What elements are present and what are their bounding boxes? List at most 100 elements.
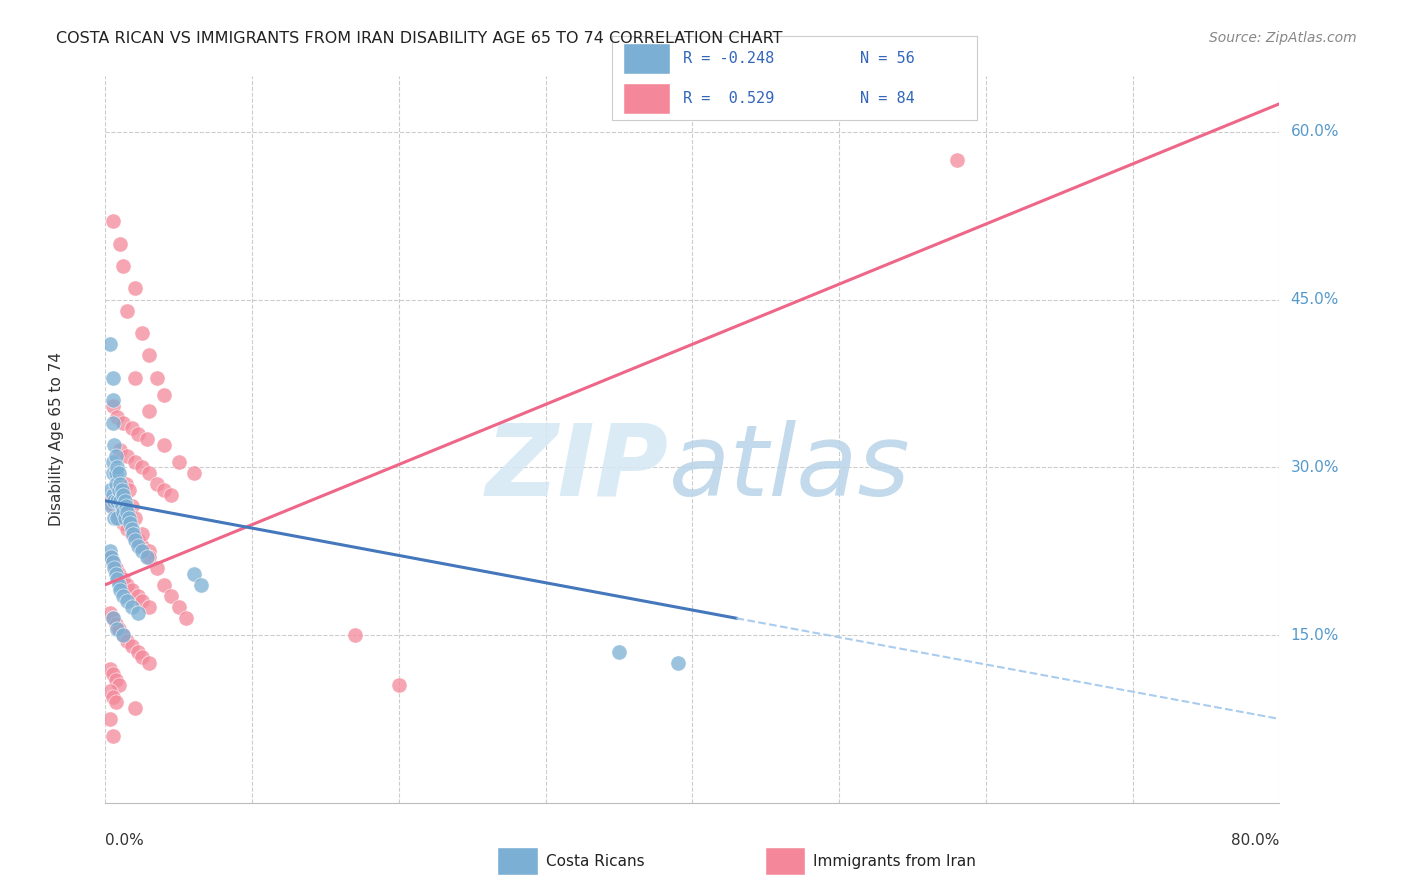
Point [120, 516, 142, 531]
Point [153, 387, 176, 401]
Text: 45.0%: 45.0% [1291, 292, 1339, 307]
Point [167, 455, 190, 469]
Point [108, 583, 131, 598]
Point [146, 561, 169, 575]
Point [138, 404, 160, 418]
FancyBboxPatch shape [498, 847, 537, 875]
Point [945, 153, 967, 167]
Point [105, 623, 128, 637]
Point [100, 549, 122, 564]
Point [105, 493, 128, 508]
Point [124, 371, 146, 385]
Point [124, 533, 146, 547]
Point [121, 583, 143, 598]
Point [98, 549, 121, 564]
Point [101, 555, 124, 569]
Point [127, 606, 149, 620]
Point [117, 505, 139, 519]
Point [105, 460, 128, 475]
Point [104, 566, 127, 581]
Point [98, 684, 121, 698]
Point [135, 549, 157, 564]
Point [98, 544, 121, 558]
Point [112, 628, 135, 642]
Point [101, 500, 124, 514]
Point [138, 544, 160, 558]
Point [131, 527, 153, 541]
Point [121, 600, 143, 615]
Point [112, 488, 135, 502]
Point [118, 510, 141, 524]
Point [101, 466, 124, 480]
Text: R =  0.529: R = 0.529 [683, 91, 775, 106]
Point [388, 678, 411, 692]
Point [101, 690, 124, 704]
Point [127, 645, 149, 659]
Point [131, 594, 153, 608]
Point [112, 416, 135, 430]
Point [107, 566, 129, 581]
Point [105, 493, 128, 508]
Point [121, 522, 143, 536]
Point [121, 500, 143, 514]
Point [117, 449, 139, 463]
Point [174, 611, 197, 625]
Point [104, 466, 127, 480]
Point [107, 578, 129, 592]
Point [114, 493, 136, 508]
Point [108, 443, 131, 458]
Point [98, 606, 121, 620]
Point [110, 483, 132, 497]
Point [124, 700, 146, 714]
Point [131, 650, 153, 665]
Point [117, 522, 139, 536]
Point [104, 449, 127, 463]
Point [101, 393, 124, 408]
Point [104, 673, 127, 687]
Point [107, 510, 129, 524]
Point [135, 433, 157, 447]
Text: 15.0%: 15.0% [1291, 628, 1339, 642]
Point [107, 678, 129, 692]
Point [117, 633, 139, 648]
Point [103, 510, 125, 524]
Point [98, 493, 121, 508]
Point [131, 326, 153, 340]
Point [117, 303, 139, 318]
Text: 80.0%: 80.0% [1232, 833, 1279, 848]
Point [138, 656, 160, 670]
Text: Immigrants from Iran: Immigrants from Iran [813, 854, 976, 869]
Point [101, 729, 124, 743]
Point [103, 493, 125, 508]
Text: Costa Ricans: Costa Ricans [546, 854, 644, 869]
Point [108, 236, 131, 251]
Point [127, 533, 149, 547]
Text: Source: ZipAtlas.com: Source: ZipAtlas.com [1209, 31, 1357, 45]
Point [138, 600, 160, 615]
Point [131, 539, 153, 553]
Point [107, 483, 129, 497]
Point [101, 611, 124, 625]
Point [101, 399, 124, 413]
Point [112, 259, 135, 273]
Text: Disability Age 65 to 74: Disability Age 65 to 74 [49, 352, 63, 526]
Point [607, 645, 630, 659]
Point [98, 662, 121, 676]
Point [117, 594, 139, 608]
Point [127, 426, 149, 441]
Text: 30.0%: 30.0% [1291, 459, 1339, 475]
Point [183, 466, 205, 480]
Point [138, 348, 160, 362]
Point [127, 589, 149, 603]
Point [138, 466, 160, 480]
Point [131, 544, 153, 558]
Point [121, 527, 143, 541]
Point [101, 555, 124, 569]
FancyBboxPatch shape [765, 847, 804, 875]
Point [160, 589, 183, 603]
Point [112, 505, 135, 519]
Point [108, 477, 131, 491]
Point [101, 416, 124, 430]
Point [118, 483, 141, 497]
Text: N = 56: N = 56 [860, 51, 915, 66]
